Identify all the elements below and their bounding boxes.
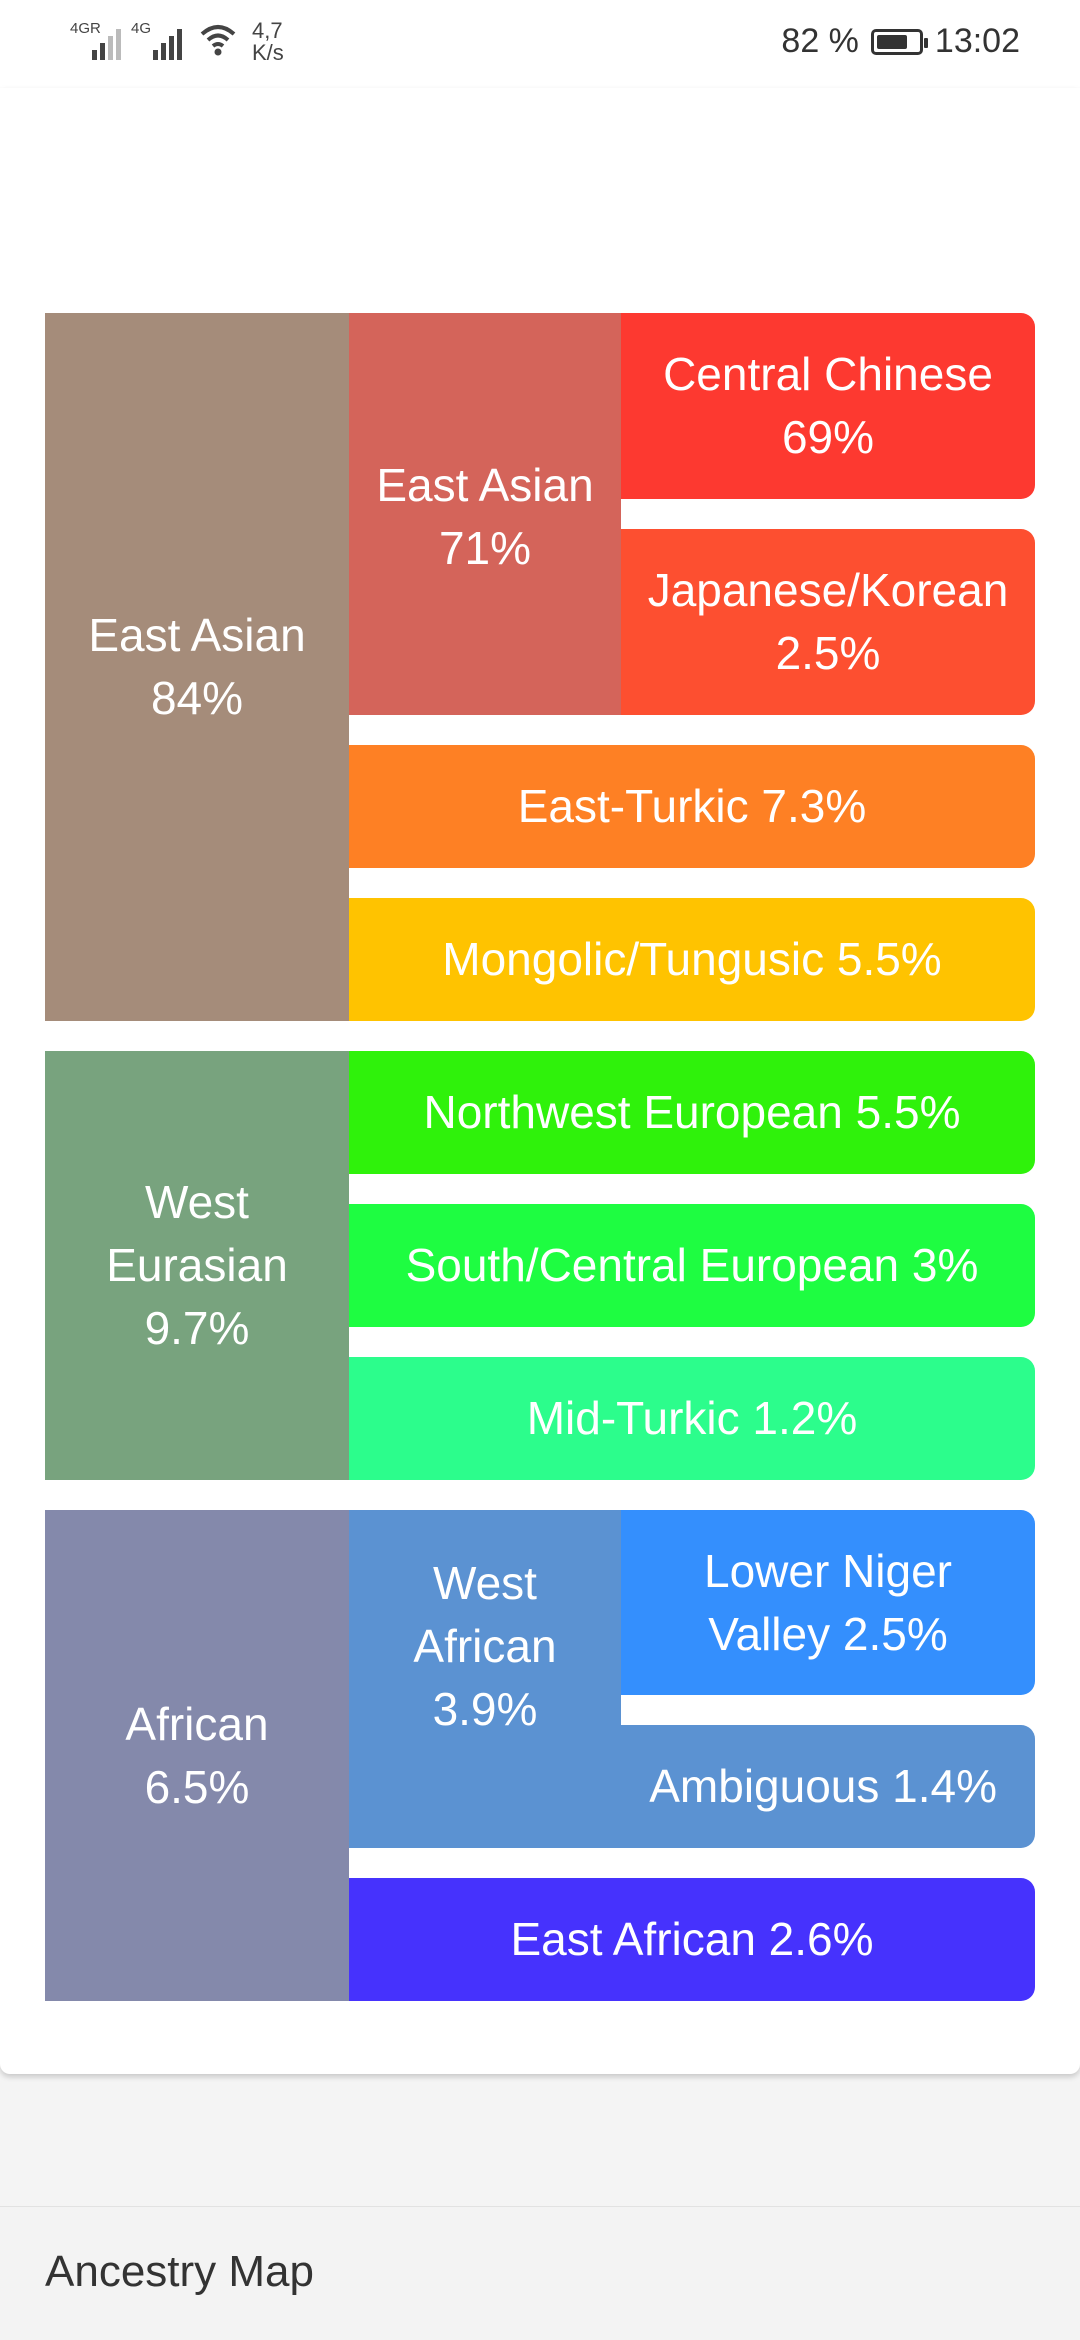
signal-icon: 4GR bbox=[70, 20, 121, 60]
west-eurasian-region[interactable]: West Eurasian 9.7% bbox=[45, 1051, 349, 1480]
central-chinese-population[interactable]: Central Chinese 69% bbox=[621, 313, 1035, 499]
battery-fill bbox=[876, 34, 908, 49]
japanese-korean-population[interactable]: Japanese/Korean 2.5% bbox=[621, 529, 1035, 715]
battery-percent: 82 % bbox=[781, 22, 859, 60]
ambiguous-population[interactable]: Ambiguous 1.4% bbox=[621, 1725, 1035, 1848]
subregion-label-line1: West bbox=[433, 1557, 537, 1609]
population-text: East-Turkic 7.3% bbox=[517, 780, 867, 832]
battery-icon bbox=[870, 28, 928, 55]
african-region[interactable]: African 6.5% bbox=[45, 1510, 349, 2001]
population-label-line1: Lower Niger bbox=[704, 1544, 952, 1597]
lower-niger-valley-population[interactable]: Lower Niger Valley 2.5% bbox=[621, 1510, 1035, 1695]
subregion-label-line2: African bbox=[413, 1620, 557, 1672]
network-speed-value: 4,7 bbox=[252, 18, 283, 43]
population-label: Japanese/Korean bbox=[647, 564, 1009, 616]
network2-label: 4G bbox=[131, 20, 152, 37]
status-bar: 4GR 4G 4,7 K/s 82 % 13:02 bbox=[0, 0, 1080, 88]
signal-icon: 4G bbox=[131, 20, 182, 60]
network1-label: 4G bbox=[70, 20, 91, 37]
network-speed: 4,7 K/s bbox=[252, 20, 284, 64]
region-value: 9.7% bbox=[144, 1302, 250, 1354]
population-text: Mongolic/Tungusic 5.5% bbox=[442, 933, 942, 985]
region-label-line2: Eurasian bbox=[106, 1239, 288, 1291]
east-turkic-population[interactable]: East-Turkic 7.3% bbox=[349, 745, 1035, 868]
population-value: 69% bbox=[781, 411, 875, 463]
population-label: Central Chinese bbox=[663, 348, 993, 400]
population-text: Ambiguous 1.4% bbox=[649, 1760, 997, 1812]
east-asian-subregion[interactable]: East Asian 71% bbox=[349, 313, 621, 715]
subregion-value: 71% bbox=[438, 522, 532, 574]
bottom-app-bar: Ancestry Map bbox=[0, 2206, 1080, 2340]
west-african-subregion[interactable]: West African 3.9% bbox=[349, 1510, 621, 1848]
south-central-european-population[interactable]: South/Central European 3% bbox=[349, 1204, 1035, 1327]
wifi-icon bbox=[200, 25, 236, 56]
app-title: Ancestry Map bbox=[45, 2247, 314, 2296]
population-text: South/Central European 3% bbox=[405, 1239, 979, 1291]
subregion-value: 3.9% bbox=[432, 1683, 538, 1735]
population-text: East African 2.6% bbox=[510, 1913, 874, 1965]
mid-turkic-population[interactable]: Mid-Turkic 1.2% bbox=[349, 1357, 1035, 1480]
mongolic-tungusic-population[interactable]: Mongolic/Tungusic 5.5% bbox=[349, 898, 1035, 1021]
east-asian-region[interactable]: East Asian 84% bbox=[45, 313, 349, 1021]
region-value: 6.5% bbox=[144, 1760, 250, 1813]
network-speed-unit: K/s bbox=[252, 40, 284, 65]
population-label-line2: Valley 2.5% bbox=[708, 1607, 948, 1660]
region-value: 84% bbox=[150, 672, 244, 724]
northwest-european-population[interactable]: Northwest European 5.5% bbox=[349, 1051, 1035, 1174]
status-bar-right: 82 % 13:02 bbox=[781, 22, 1020, 61]
region-label: East Asian bbox=[88, 609, 306, 661]
population-text: Northwest European 5.5% bbox=[423, 1086, 961, 1138]
region-label: African bbox=[125, 1697, 269, 1750]
clock: 13:02 bbox=[934, 22, 1020, 60]
population-text: Mid-Turkic 1.2% bbox=[526, 1392, 858, 1444]
network1-suffix: R bbox=[90, 20, 101, 37]
status-bar-left: 4GR 4G 4,7 K/s bbox=[70, 20, 284, 64]
east-african-population[interactable]: East African 2.6% bbox=[349, 1878, 1035, 2001]
subregion-label: East Asian bbox=[376, 459, 594, 511]
population-value: 2.5% bbox=[775, 627, 881, 679]
region-label-line1: West bbox=[145, 1176, 249, 1228]
